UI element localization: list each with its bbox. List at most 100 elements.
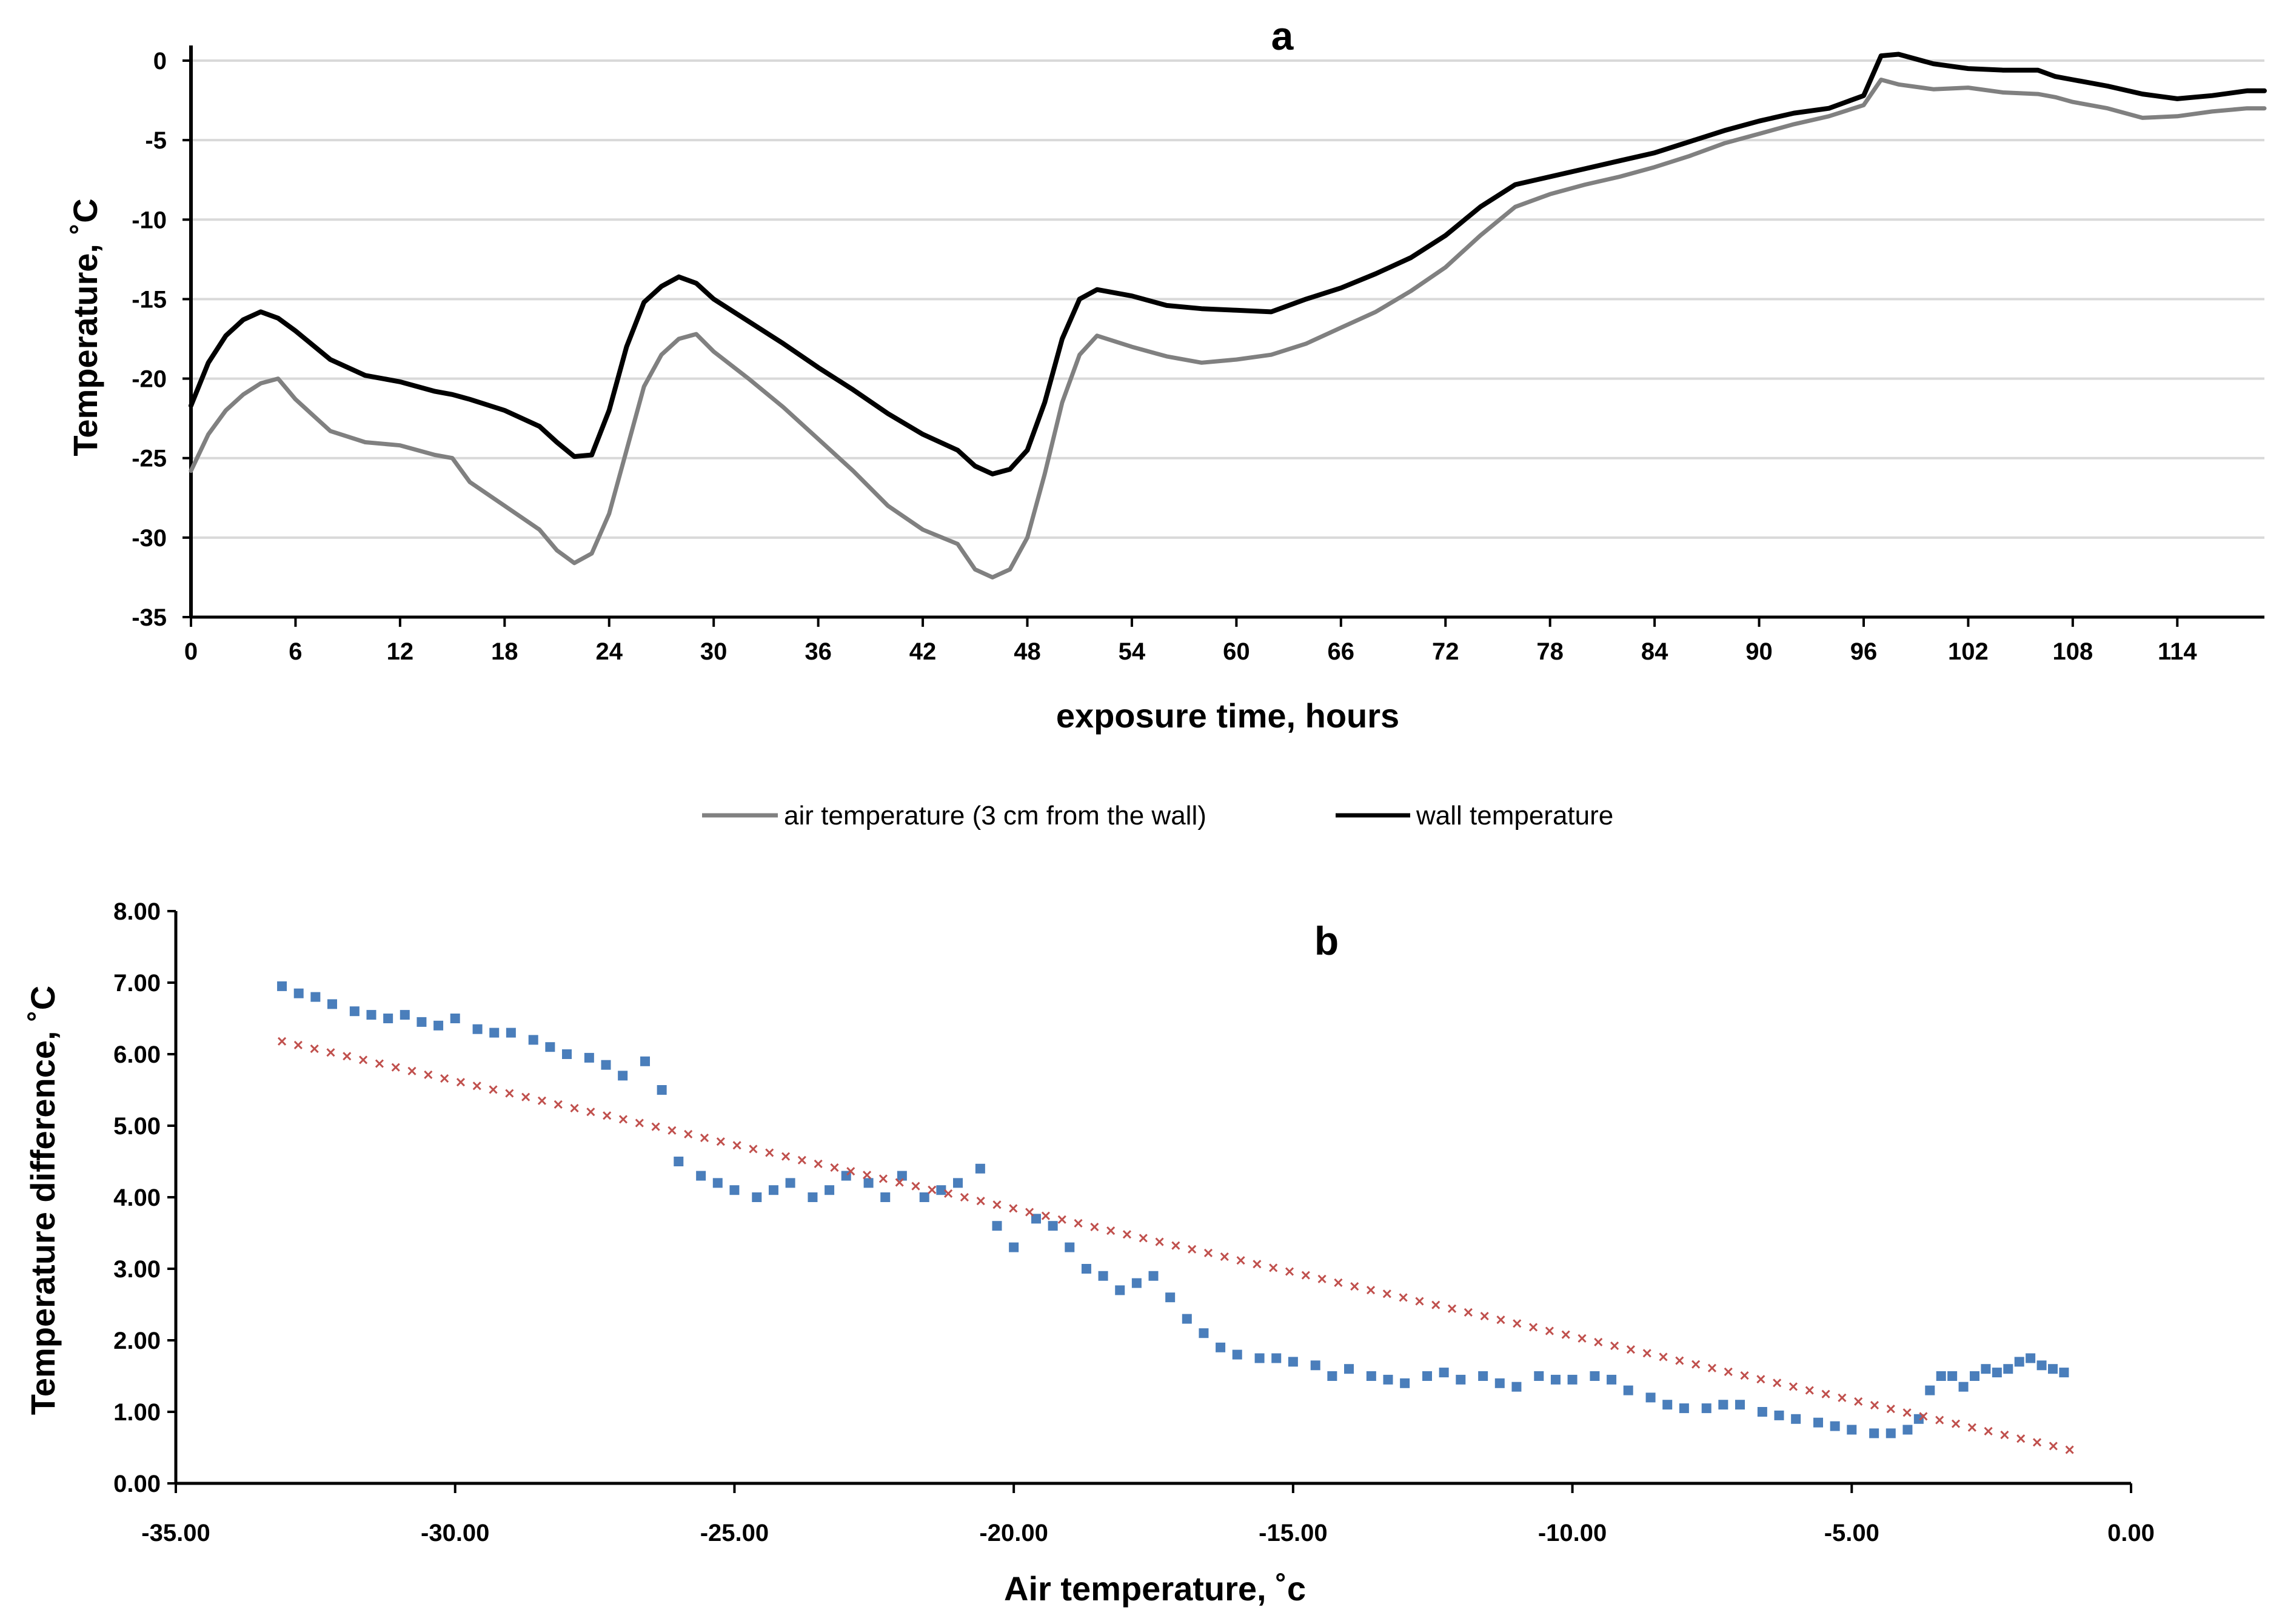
fit-point <box>554 1100 563 1109</box>
fit-point <box>1350 1281 1359 1291</box>
measured-point <box>1232 1349 1242 1360</box>
panel-b-x-tick-label: -25.00 <box>700 1520 769 1546</box>
fit-point <box>1886 1405 1895 1414</box>
fit-point <box>570 1103 579 1113</box>
panel-a-y-tick-label: -35 <box>132 604 167 631</box>
fit-point <box>928 1185 937 1194</box>
fit-point <box>407 1066 417 1075</box>
fit-point <box>1935 1415 1944 1425</box>
fit-point <box>2065 1445 2074 1454</box>
measured-point <box>1925 1385 1935 1395</box>
measured-point <box>808 1192 818 1202</box>
measured-point <box>277 981 287 991</box>
fit-point <box>862 1171 872 1180</box>
measured-point <box>1383 1374 1393 1385</box>
fit-point <box>1415 1297 1424 1306</box>
measured-point <box>1534 1371 1544 1381</box>
measured-point <box>1847 1425 1857 1435</box>
measured-point <box>1310 1360 1320 1371</box>
fit-point <box>1236 1256 1245 1265</box>
measured-point <box>1048 1221 1058 1231</box>
fit-point <box>1838 1393 1847 1402</box>
measured-point <box>383 1014 393 1023</box>
measured-point <box>1115 1285 1125 1295</box>
measured-point <box>1813 1417 1823 1428</box>
fit-point <box>1139 1234 1148 1243</box>
panel-b-title: b <box>1314 918 1339 963</box>
measured-point <box>1774 1410 1784 1420</box>
panel-a-x-tick-label: 48 <box>1014 638 1041 665</box>
panel-b-x-tick-label: -20.00 <box>979 1520 1048 1546</box>
panel-a-x-tick-label: 102 <box>1948 638 1989 665</box>
measured-point <box>785 1178 795 1188</box>
panel-b-y-tick-label: 8.00 <box>113 898 161 925</box>
panel-a-x-tick-label: 108 <box>2052 638 2093 665</box>
measured-point <box>528 1035 538 1045</box>
measured-point <box>618 1071 628 1081</box>
panel-a-legend: air temperature (3 cm from the wall) wal… <box>702 801 1613 830</box>
fit-point <box>603 1111 612 1120</box>
measured-point <box>2048 1364 2058 1374</box>
measured-point <box>562 1049 572 1059</box>
panel-a-x-tick-label: 24 <box>595 638 623 665</box>
measured-point <box>506 1028 516 1038</box>
fit-point <box>505 1089 514 1098</box>
fit-point <box>1919 1412 1928 1421</box>
panel-b-y-tick-label: 7.00 <box>113 970 161 997</box>
fit-point <box>521 1092 530 1101</box>
fit-point <box>1610 1341 1619 1351</box>
panel-a-title: a <box>1271 13 1294 58</box>
panel-a-y-tick-label: 0 <box>153 48 167 75</box>
measured-point <box>2003 1364 2013 1374</box>
panel-a-x-tick-label: 30 <box>700 638 728 665</box>
measured-point <box>1936 1371 1946 1381</box>
fit-point <box>1382 1289 1391 1298</box>
fit-point <box>1334 1278 1343 1287</box>
measured-point <box>1701 1403 1712 1414</box>
measured-point <box>327 999 337 1009</box>
fit-point <box>635 1118 644 1128</box>
panel-a-x-tick-label: 54 <box>1119 638 1146 665</box>
measured-point <box>1456 1374 1466 1385</box>
panel-b-ticks: 0.00 1.00 2.00 3.00 4.00 5.00 6.00 7.00 8.00 -35.… <box>113 898 2155 1546</box>
fit-point <box>1399 1293 1408 1302</box>
fit-point <box>1870 1400 1879 1410</box>
fit-point <box>1253 1260 1262 1269</box>
fit-point <box>1431 1300 1440 1309</box>
panel-a-gridlines <box>191 59 2264 539</box>
measured-point <box>2026 1353 2036 1363</box>
measured-point <box>1031 1214 1041 1224</box>
fit-point <box>684 1129 693 1138</box>
fit-point <box>668 1126 677 1135</box>
measured-point <box>1992 1368 2002 1378</box>
measured-point <box>729 1185 740 1195</box>
measured-point <box>674 1157 684 1166</box>
panel-a-x-tick-label: 114 <box>2158 638 2197 665</box>
panel-a-ticks: 0 -5 -10 -15 -20 -25 -30 -35 0 6 12 18 24 30 36 42 48 54 6… <box>132 48 2197 665</box>
panel-b-x-tick-label: -5.00 <box>1824 1520 1879 1546</box>
panel-a-x-tick-label: 12 <box>387 638 414 665</box>
fit-point <box>343 1052 352 1061</box>
fit-point <box>700 1133 709 1143</box>
measured-point <box>953 1178 963 1188</box>
measured-point <box>1098 1271 1108 1281</box>
fit-point <box>1366 1286 1376 1295</box>
fit-point <box>878 1174 888 1183</box>
measured-point <box>1607 1374 1617 1385</box>
measured-point <box>712 1178 723 1188</box>
panel-a-x-tick-label: 36 <box>805 638 832 665</box>
fit-point <box>830 1163 839 1172</box>
measured-point <box>1511 1382 1522 1392</box>
measured-point <box>1550 1374 1561 1385</box>
fit-point <box>326 1048 335 1057</box>
measured-point <box>1400 1378 1410 1388</box>
fit-point <box>1171 1241 1180 1250</box>
fit-point <box>440 1074 449 1083</box>
fit-point <box>359 1055 368 1064</box>
fit-point <box>1090 1222 1099 1232</box>
fit-point <box>1594 1337 1603 1346</box>
measured-point <box>1981 1364 1991 1374</box>
measured-point <box>1902 1425 1913 1435</box>
measured-point <box>293 988 304 998</box>
measured-point <box>400 1010 410 1020</box>
